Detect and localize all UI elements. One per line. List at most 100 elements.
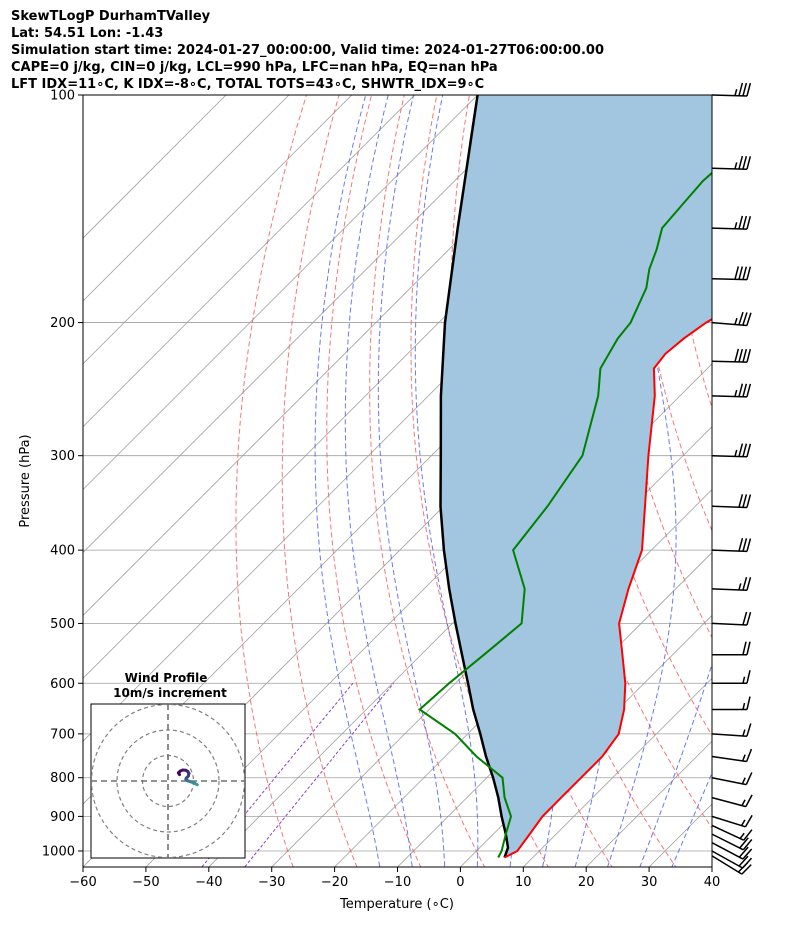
x-tick-label: 30 bbox=[641, 875, 658, 890]
hodograph-subtitle: 10m/s increment bbox=[113, 686, 227, 700]
barb-full-feather bbox=[746, 312, 752, 326]
y-tick-label: 300 bbox=[50, 449, 75, 464]
hodograph-inset: Wind Profile 10m/s increment bbox=[90, 671, 246, 859]
barb-full-feather bbox=[744, 814, 753, 828]
barb-full-feather bbox=[742, 848, 753, 860]
time-line: Simulation start time: 2024-01-27_00:00:… bbox=[11, 43, 604, 58]
dry-adiabat-line bbox=[562, 95, 712, 737]
barb-full-feather bbox=[738, 82, 744, 96]
wind-barb bbox=[711, 814, 753, 828]
cape-shaded-area bbox=[440, 95, 712, 858]
wind-barb bbox=[711, 443, 752, 458]
wind-barb bbox=[711, 833, 753, 851]
mixing-ratio-line bbox=[201, 682, 354, 867]
wind-barb bbox=[711, 850, 753, 869]
barb-half-feather bbox=[742, 702, 746, 710]
chart-header: SkewTLogP DurhamTValley Lat: 54.51 Lon: … bbox=[11, 8, 604, 93]
isotherm-line bbox=[83, 95, 227, 239]
dry-adiabat-line bbox=[235, 95, 308, 867]
barb-full-feather bbox=[742, 494, 748, 508]
wind-barb bbox=[711, 538, 752, 553]
dry-adiabat-line bbox=[729, 60, 794, 882]
x-axis-ticks: −60 −50 −40 −30 −20 −10 0 10 20 30 40 bbox=[69, 867, 720, 890]
barb-full-feather bbox=[746, 349, 752, 363]
barb-half-feather bbox=[734, 317, 738, 325]
y-axis-label: Pressure (hPa) bbox=[18, 434, 33, 527]
wind-barb bbox=[711, 576, 752, 591]
barb-half-feather bbox=[740, 819, 746, 827]
barb-full-feather bbox=[738, 215, 744, 230]
barb-shaft bbox=[711, 855, 743, 875]
barb-full-feather bbox=[742, 312, 748, 326]
barb-full-feather bbox=[746, 156, 752, 170]
barb-shaft bbox=[711, 824, 745, 841]
y-tick-label: 700 bbox=[50, 727, 75, 742]
x-tick-label: 40 bbox=[704, 875, 721, 890]
barb-shaft bbox=[711, 227, 748, 230]
barb-full-feather bbox=[746, 670, 751, 684]
barb-half-feather bbox=[742, 729, 746, 737]
x-tick-label: −10 bbox=[384, 875, 411, 890]
isotherm-line bbox=[83, 95, 479, 491]
wind-barb bbox=[711, 215, 752, 230]
barb-full-feather bbox=[738, 266, 744, 280]
barb-full-feather bbox=[746, 494, 752, 508]
temperature-line bbox=[504, 318, 712, 859]
barb-full-feather bbox=[745, 794, 753, 807]
barb-full-feather bbox=[746, 443, 752, 457]
cape-fill-layer bbox=[440, 95, 712, 858]
y-tick-label: 400 bbox=[50, 544, 75, 559]
barb-half-feather bbox=[734, 162, 738, 170]
y-tick-label: 100 bbox=[50, 89, 75, 104]
x-tick-label: −20 bbox=[321, 875, 348, 890]
x-tick-label: 10 bbox=[515, 875, 532, 890]
barb-half-feather bbox=[741, 799, 746, 806]
dry-adiabat-line bbox=[326, 95, 422, 867]
barb-full-feather bbox=[742, 538, 748, 552]
wind-barb bbox=[711, 311, 752, 327]
barb-full-feather bbox=[746, 577, 752, 591]
barb-full-feather bbox=[738, 846, 749, 858]
wind-barb bbox=[711, 824, 753, 841]
barb-half-feather bbox=[734, 449, 738, 457]
barb-shaft bbox=[711, 360, 748, 363]
barb-full-feather bbox=[746, 266, 752, 280]
chart-title: SkewTLogP DurhamTValley bbox=[11, 9, 211, 24]
cape-line: CAPE=0 j/kg, CIN=0 j/kg, LCL=990 hPa, LF… bbox=[11, 60, 498, 75]
wind-barb bbox=[712, 696, 751, 711]
barb-shaft bbox=[711, 94, 748, 97]
barb-full-feather bbox=[738, 494, 744, 508]
wind-barb bbox=[711, 383, 752, 398]
mixing-ratio-line bbox=[244, 682, 394, 867]
barb-full-feather bbox=[734, 266, 740, 280]
x-tick-label: −50 bbox=[132, 875, 159, 890]
barb-half-feather bbox=[742, 676, 746, 684]
wind-barb bbox=[711, 348, 752, 363]
barb-full-feather bbox=[742, 611, 748, 626]
dry-adiabat-line bbox=[760, 60, 794, 882]
barb-shaft bbox=[711, 588, 748, 591]
y-tick-label: 800 bbox=[50, 771, 75, 786]
isotherm-line bbox=[83, 95, 542, 554]
barb-half-feather bbox=[738, 583, 742, 591]
dry-adiabat-line bbox=[369, 95, 486, 867]
barb-full-feather bbox=[745, 772, 753, 785]
barb-full-feather bbox=[738, 155, 744, 170]
location-line: Lat: 54.51 Lon: -1.43 bbox=[11, 26, 164, 41]
barb-full-feather bbox=[742, 857, 753, 869]
barb-full-feather bbox=[742, 266, 748, 280]
y-tick-label: 200 bbox=[50, 316, 75, 331]
barb-full-feather bbox=[742, 641, 747, 655]
barb-full-feather bbox=[746, 215, 752, 230]
profile-lines bbox=[418, 95, 712, 859]
barb-shaft bbox=[711, 167, 748, 170]
hodograph-title: Wind Profile bbox=[125, 671, 208, 685]
barb-shaft bbox=[711, 733, 747, 737]
isotherm-line bbox=[83, 95, 353, 365]
y-tick-label: 1000 bbox=[42, 844, 75, 859]
barb-full-feather bbox=[746, 383, 752, 398]
barb-full-feather bbox=[741, 864, 752, 875]
barb-shaft bbox=[711, 395, 748, 398]
barb-shaft bbox=[711, 622, 747, 626]
